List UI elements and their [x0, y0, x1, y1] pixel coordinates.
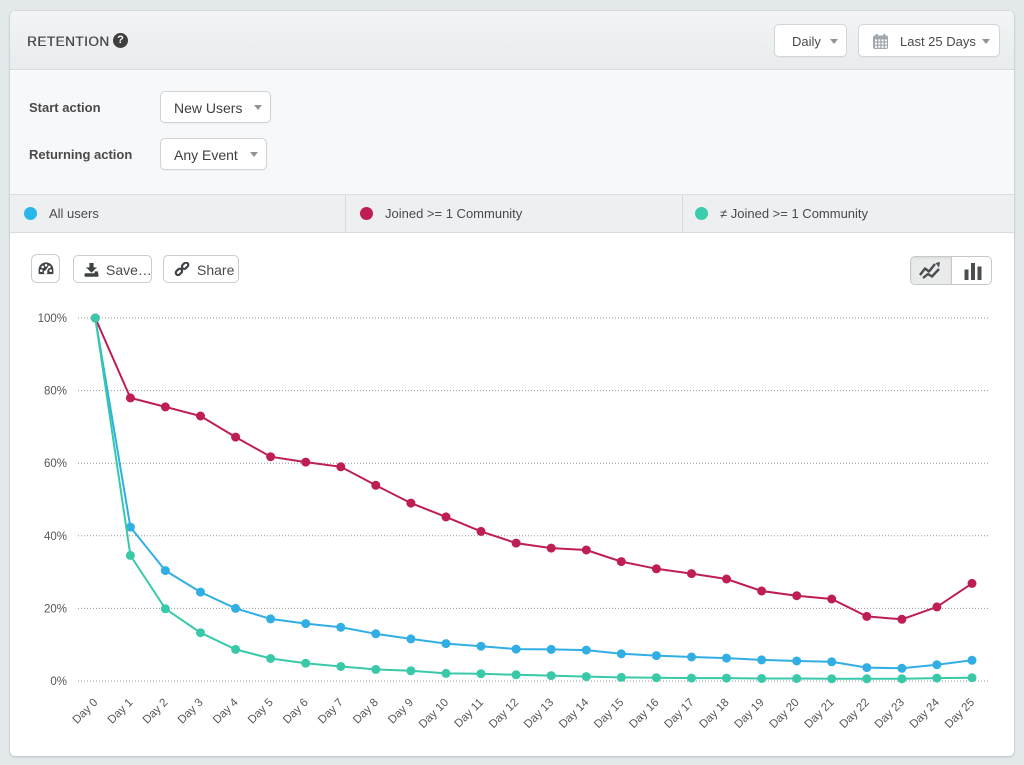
- svg-text:Day 6: Day 6: [281, 697, 311, 727]
- svg-text:Day 10: Day 10: [417, 697, 451, 731]
- svg-text:80%: 80%: [44, 386, 67, 398]
- svg-text:20%: 20%: [44, 603, 67, 615]
- svg-text:Day 24: Day 24: [908, 696, 943, 731]
- svg-text:60%: 60%: [44, 458, 67, 470]
- svg-text:Day 19: Day 19: [732, 697, 766, 731]
- svg-text:40%: 40%: [44, 531, 67, 543]
- svg-text:Day 7: Day 7: [316, 697, 346, 727]
- svg-text:0%: 0%: [50, 676, 67, 688]
- svg-text:Day 13: Day 13: [522, 697, 556, 731]
- svg-text:Day 14: Day 14: [557, 696, 592, 731]
- svg-text:Day 1: Day 1: [106, 697, 136, 727]
- svg-text:Day 16: Day 16: [627, 697, 661, 731]
- svg-text:Day 18: Day 18: [697, 697, 731, 731]
- svg-text:Day 0: Day 0: [71, 697, 101, 727]
- svg-text:Day 21: Day 21: [803, 697, 837, 731]
- svg-text:Day 11: Day 11: [452, 697, 486, 731]
- svg-text:Day 3: Day 3: [176, 697, 206, 727]
- svg-text:Day 15: Day 15: [592, 697, 626, 731]
- svg-text:Day 8: Day 8: [351, 697, 381, 727]
- svg-text:Day 22: Day 22: [838, 697, 872, 731]
- svg-text:Day 5: Day 5: [246, 697, 276, 727]
- svg-text:Day 9: Day 9: [386, 697, 416, 727]
- svg-text:Day 25: Day 25: [943, 697, 977, 731]
- svg-text:Day 12: Day 12: [487, 697, 521, 731]
- svg-text:Day 23: Day 23: [873, 697, 907, 731]
- svg-text:Day 2: Day 2: [141, 697, 171, 727]
- svg-text:Day 20: Day 20: [768, 697, 802, 731]
- svg-text:Day 17: Day 17: [662, 697, 696, 731]
- svg-text:100%: 100%: [38, 313, 67, 325]
- svg-text:Day 4: Day 4: [211, 696, 241, 726]
